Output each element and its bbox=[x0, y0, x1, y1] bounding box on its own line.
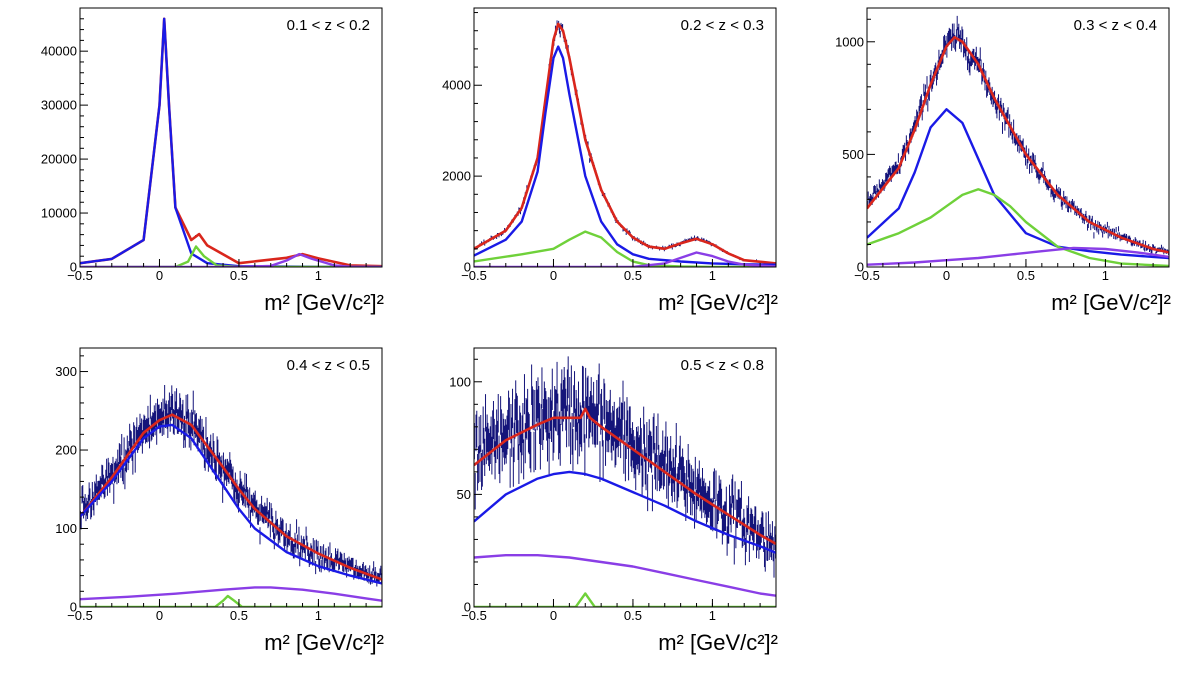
y-tick-label: 100 bbox=[55, 521, 77, 536]
fit-curve-total bbox=[474, 407, 776, 546]
plot-frame bbox=[473, 7, 777, 268]
x-tick-label: 0.5 bbox=[230, 268, 248, 283]
y-tick-label: 0 bbox=[857, 260, 864, 275]
x-tick-label: 0 bbox=[156, 268, 163, 283]
x-tick-label: 0.5 bbox=[624, 268, 642, 283]
y-tick-label: 10000 bbox=[41, 206, 77, 221]
fit-curve-total bbox=[474, 22, 776, 265]
x-axis-title: m² [GeV/c²]² bbox=[658, 630, 778, 655]
data-errorbars bbox=[474, 356, 776, 578]
data-errorbars bbox=[80, 24, 382, 267]
y-tick-label: 50 bbox=[457, 487, 471, 502]
x-tick-label: 0 bbox=[550, 608, 557, 623]
plot-frame bbox=[79, 7, 383, 268]
x-axis-title: m² [GeV/c²]² bbox=[1051, 290, 1171, 315]
fit-curve-total bbox=[867, 36, 1169, 254]
y-tick-label: 40000 bbox=[41, 44, 77, 59]
y-tick-label: 0 bbox=[464, 260, 471, 275]
panel-title: 0.5 < z < 0.8 bbox=[681, 357, 764, 374]
x-axis-title: m² [GeV/c²]² bbox=[264, 630, 384, 655]
x-tick-label: 0.5 bbox=[624, 608, 642, 623]
y-tick-label: 4000 bbox=[442, 78, 471, 93]
y-tick-label: 0 bbox=[70, 600, 77, 615]
data-points bbox=[80, 385, 382, 587]
x-tick-label: 1 bbox=[1102, 268, 1109, 283]
panel-title: 0.2 < z < 0.3 bbox=[681, 17, 764, 34]
x-tick-label: −0.5 bbox=[854, 268, 880, 283]
fit-curve-total bbox=[80, 17, 382, 267]
fit-curve-blue bbox=[474, 45, 776, 266]
y-tick-label: 30000 bbox=[41, 98, 77, 113]
plot-frame bbox=[473, 347, 777, 608]
y-tick-label: 0 bbox=[70, 260, 77, 275]
data-errorbars bbox=[80, 385, 382, 587]
y-tick-label: 100 bbox=[449, 374, 471, 389]
panel-title: 0.3 < z < 0.4 bbox=[1074, 17, 1157, 34]
y-tick-label: 200 bbox=[55, 443, 77, 458]
fit-curve-purple bbox=[474, 554, 776, 597]
x-tick-label: 0.5 bbox=[230, 608, 248, 623]
x-tick-label: 1 bbox=[709, 268, 716, 283]
x-tick-label: −0.5 bbox=[67, 608, 93, 623]
plot-frame bbox=[866, 7, 1170, 268]
fit-curve-blue bbox=[867, 108, 1169, 260]
fit-curve-green bbox=[474, 592, 776, 607]
fit-curve-blue bbox=[80, 17, 382, 267]
fit-curve-green bbox=[867, 188, 1169, 267]
fit-curve-green bbox=[80, 594, 382, 607]
y-tick-label: 20000 bbox=[41, 152, 77, 167]
x-tick-label: −0.5 bbox=[67, 268, 93, 283]
y-tick-label: 1000 bbox=[835, 34, 864, 49]
data-points bbox=[80, 24, 382, 267]
x-tick-label: 0 bbox=[943, 268, 950, 283]
x-tick-label: −0.5 bbox=[461, 268, 487, 283]
fit-curve-total bbox=[80, 413, 382, 581]
y-tick-label: 0 bbox=[464, 600, 471, 615]
x-tick-label: 1 bbox=[315, 268, 322, 283]
x-tick-label: 0.5 bbox=[1017, 268, 1035, 283]
y-tick-label: 300 bbox=[55, 364, 77, 379]
panel-title: 0.1 < z < 0.2 bbox=[287, 17, 370, 34]
panel-title: 0.4 < z < 0.5 bbox=[287, 357, 370, 374]
x-tick-label: −0.5 bbox=[461, 608, 487, 623]
fit-curve-purple bbox=[80, 586, 382, 602]
data-points bbox=[474, 356, 776, 578]
x-tick-label: 0 bbox=[550, 268, 557, 283]
x-tick-label: 1 bbox=[315, 608, 322, 623]
y-tick-label: 2000 bbox=[442, 169, 471, 184]
fit-curve-purple bbox=[474, 251, 776, 267]
x-axis-title: m² [GeV/c²]² bbox=[264, 290, 384, 315]
x-axis-title: m² [GeV/c²]² bbox=[658, 290, 778, 315]
plot-frame bbox=[79, 347, 383, 608]
y-tick-label: 500 bbox=[842, 147, 864, 162]
x-tick-label: 1 bbox=[709, 608, 716, 623]
fit-curve-blue bbox=[80, 423, 382, 585]
x-tick-label: 0 bbox=[156, 608, 163, 623]
fit-curve-purple bbox=[867, 246, 1169, 266]
fit-curve-blue bbox=[474, 470, 776, 555]
